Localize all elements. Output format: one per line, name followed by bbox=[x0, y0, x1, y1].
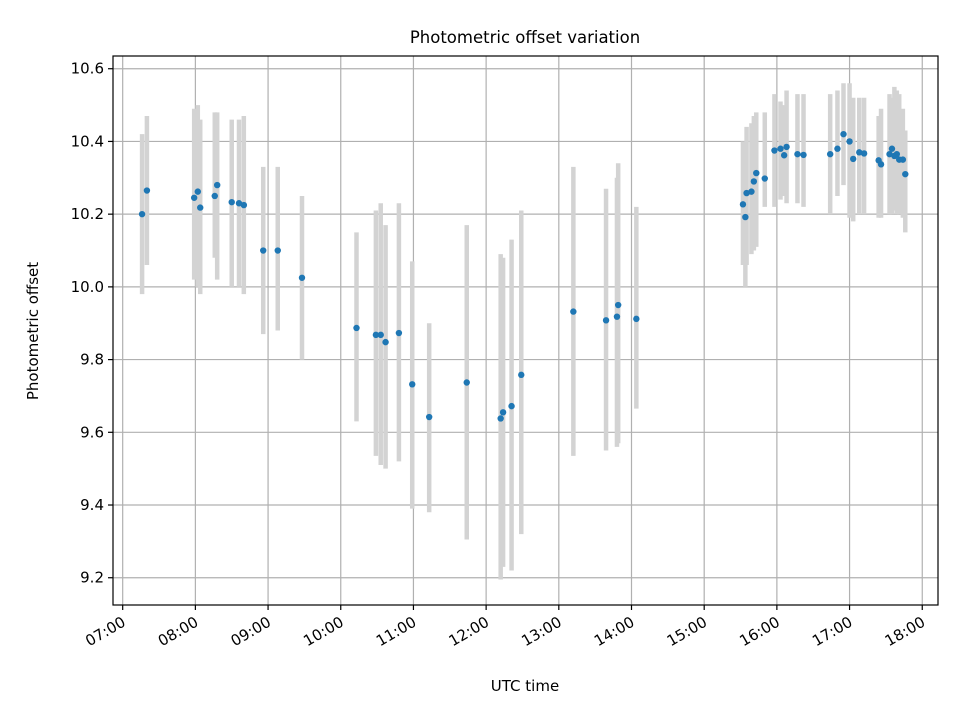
data-point bbox=[794, 150, 801, 158]
data-point bbox=[235, 200, 243, 207]
y-tick-label: 9.6 bbox=[80, 423, 104, 441]
data-point bbox=[902, 170, 909, 178]
data-point bbox=[497, 415, 504, 422]
data-point bbox=[190, 194, 198, 201]
data-point bbox=[849, 155, 857, 163]
data-point bbox=[893, 150, 901, 158]
y-tick-label: 10.6 bbox=[71, 60, 104, 78]
data-point bbox=[518, 371, 525, 379]
data-point bbox=[846, 138, 853, 145]
data-point bbox=[228, 198, 235, 206]
data-point bbox=[860, 150, 868, 157]
data-point bbox=[602, 317, 610, 324]
data-point bbox=[826, 150, 834, 158]
data-point bbox=[508, 402, 515, 410]
data-point bbox=[499, 409, 507, 416]
data-point bbox=[761, 175, 768, 182]
y-tick-label: 9.4 bbox=[80, 496, 104, 514]
data-point bbox=[260, 247, 267, 254]
data-point bbox=[800, 151, 807, 159]
data-point bbox=[743, 189, 750, 197]
y-axis-ticks: 9.2 9.4 9.6 9.8 10.0 10.2 10.4 10.6 bbox=[71, 60, 113, 587]
data-point bbox=[739, 201, 747, 208]
data-point bbox=[213, 181, 221, 189]
data-point bbox=[633, 315, 640, 323]
data-point bbox=[748, 188, 755, 195]
data-point bbox=[143, 187, 151, 194]
x-axis-label: UTC time bbox=[491, 677, 559, 695]
y-tick-label: 9.2 bbox=[80, 569, 104, 587]
data-point bbox=[353, 324, 360, 332]
data-point bbox=[298, 274, 306, 281]
data-point bbox=[742, 213, 749, 221]
data-point bbox=[197, 204, 204, 211]
y-tick-label: 10.4 bbox=[71, 132, 104, 150]
data-point bbox=[425, 413, 433, 421]
data-point bbox=[750, 178, 758, 185]
data-point bbox=[240, 201, 248, 209]
y-tick-label: 10.0 bbox=[71, 278, 104, 296]
data-point bbox=[274, 247, 281, 254]
data-point bbox=[780, 152, 788, 159]
data-points bbox=[138, 130, 909, 422]
plot-frame bbox=[112, 55, 939, 606]
data-point bbox=[777, 145, 784, 152]
grid-lines bbox=[113, 56, 938, 605]
data-point bbox=[856, 149, 863, 156]
data-point bbox=[382, 338, 389, 346]
data-point bbox=[834, 145, 841, 152]
data-point bbox=[877, 161, 885, 168]
data-point bbox=[463, 379, 470, 386]
data-point bbox=[409, 381, 416, 388]
data-point bbox=[570, 308, 577, 315]
data-point bbox=[753, 169, 760, 177]
chart-title: Photometric offset variation bbox=[410, 28, 640, 47]
y-tick-label: 9.8 bbox=[80, 351, 104, 369]
data-point bbox=[372, 331, 380, 339]
data-point bbox=[211, 192, 218, 200]
data-point bbox=[194, 188, 202, 195]
data-point bbox=[886, 150, 893, 158]
data-point bbox=[395, 329, 403, 337]
data-point bbox=[138, 210, 146, 218]
data-point bbox=[899, 156, 907, 163]
data-point bbox=[613, 313, 621, 320]
y-axis-label: Photometric offset bbox=[24, 262, 42, 400]
data-point bbox=[771, 147, 778, 154]
data-point bbox=[840, 130, 847, 138]
data-point bbox=[783, 143, 790, 151]
data-point bbox=[614, 301, 622, 309]
y-tick-label: 10.2 bbox=[71, 205, 104, 223]
data-point bbox=[888, 145, 896, 152]
data-point bbox=[377, 331, 384, 339]
